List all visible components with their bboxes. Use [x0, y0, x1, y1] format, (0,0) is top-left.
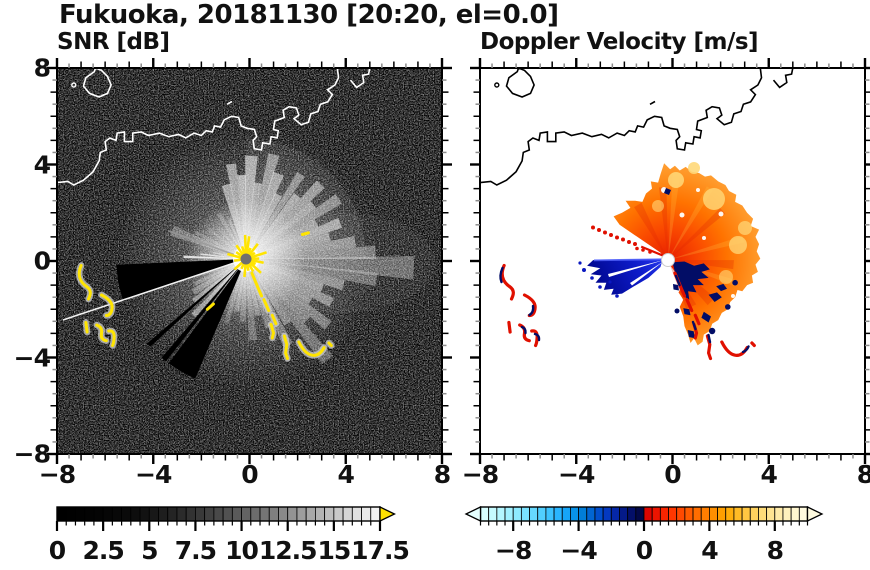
x-tick-label-velocity: 4 [760, 460, 778, 489]
x-tick-label-velocity: 8 [856, 460, 870, 489]
wedge-no-data-rays [608, 260, 664, 286]
y-tick-label: 8 [33, 53, 51, 83]
snr-colorbar-label: 10 [225, 536, 259, 565]
blocked-beam-wedges [116, 259, 246, 379]
y-tick-label: −8 [13, 439, 51, 469]
velocity-colorbar-label: 4 [701, 536, 718, 565]
snr-colorbar-label: 5 [141, 536, 158, 565]
snr-colorbar-label: 7.5 [174, 536, 217, 565]
colorbars [55, 505, 824, 531]
approaching-velocity-wedge [587, 258, 663, 295]
velocity-colorbar-label: −4 [560, 536, 597, 565]
y-tick-label: 0 [33, 246, 51, 276]
figure-title: Fukuoka, 20181130 [20:20, el=0.0] [59, 0, 559, 30]
snr-colorbar-label: 17.5 [351, 536, 410, 565]
velocity-clutter-arcs [499, 263, 756, 361]
snr-colorbar-label: 12.5 [258, 536, 318, 565]
axis-ticks [47, 58, 870, 464]
x-tick-label-snr: 4 [337, 460, 355, 489]
red-dotted-ray [591, 225, 665, 258]
radar-site-dot-right [661, 253, 675, 267]
receding-velocity-fan [613, 163, 761, 346]
snr-clutter-dashes [205, 231, 310, 311]
x-tick-label-velocity: −8 [461, 460, 499, 489]
wedge-speckles [578, 261, 619, 298]
fan-yellow-patches [652, 162, 752, 284]
panel-title-snr: SNR [dB] [57, 29, 170, 55]
velocity-panel [480, 68, 865, 454]
velocity-colorbar-label: −8 [495, 536, 532, 565]
x-tick-label-snr: −8 [38, 460, 76, 489]
y-tick-label: 4 [33, 150, 51, 179]
x-tick-label-velocity: 0 [664, 460, 681, 489]
radar-site-dot-left [240, 253, 252, 265]
snr-panel [57, 68, 442, 454]
x-tick-label-snr: 8 [433, 460, 451, 489]
snr-colorbar-label: 0 [48, 536, 66, 565]
x-tick-label-snr: 0 [241, 460, 258, 489]
velocity-colorbar-label: 8 [766, 536, 784, 565]
snr-colorbar-label: 15 [317, 536, 351, 565]
bright-boundary-ray [62, 258, 247, 321]
panel-title-velocity: Doppler Velocity [m/s] [480, 29, 759, 55]
velocity-colorbar-label: 0 [635, 536, 653, 565]
snr-colorbar-label: 2.5 [82, 536, 124, 565]
fan-white-holes [661, 187, 735, 298]
x-tick-label-velocity: −4 [558, 460, 595, 489]
x-tick-label-snr: −4 [135, 460, 172, 489]
y-tick-label: −4 [13, 343, 51, 372]
